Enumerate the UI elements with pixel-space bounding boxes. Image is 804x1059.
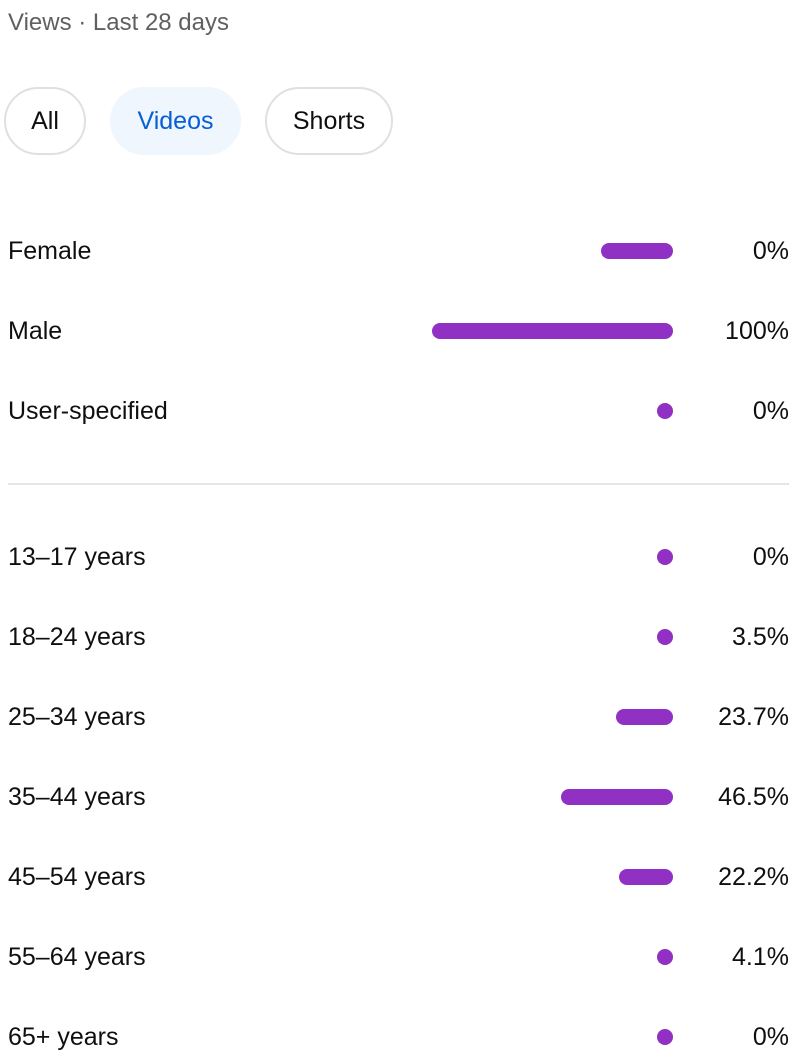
age-bar xyxy=(657,549,673,565)
age-bar xyxy=(657,629,673,645)
age-bar xyxy=(619,869,673,885)
gender-bar xyxy=(601,243,673,259)
age-label: 18–24 years xyxy=(8,623,146,651)
age-label: 55–64 years xyxy=(8,943,146,971)
age-row: 65+ years 0% xyxy=(0,1017,804,1057)
gender-row: Female 0% xyxy=(0,231,804,271)
age-bar xyxy=(616,709,673,725)
gender-percent: 100% xyxy=(725,317,789,345)
gender-bar xyxy=(432,323,673,339)
age-percent: 23.7% xyxy=(718,703,789,731)
age-percent: 4.1% xyxy=(732,943,789,971)
age-row: 18–24 years 3.5% xyxy=(0,617,804,657)
age-label: 65+ years xyxy=(8,1023,119,1051)
age-row: 13–17 years 0% xyxy=(0,537,804,577)
age-label: 25–34 years xyxy=(8,703,146,731)
gender-row: Male 100% xyxy=(0,311,804,351)
age-percent: 0% xyxy=(752,1023,789,1051)
age-percent: 3.5% xyxy=(732,623,789,651)
age-label: 35–44 years xyxy=(8,783,146,811)
age-label: 45–54 years xyxy=(8,863,146,891)
age-row: 55–64 years 4.1% xyxy=(0,937,804,977)
age-percent: 46.5% xyxy=(718,783,789,811)
gender-percent: 0% xyxy=(752,397,789,425)
gender-bar xyxy=(657,403,673,419)
age-bar xyxy=(657,949,673,965)
age-row: 45–54 years 22.2% xyxy=(0,857,804,897)
gender-label: Male xyxy=(8,317,63,345)
age-bar xyxy=(561,789,673,805)
gender-row: User-specified 0% xyxy=(0,391,804,431)
tab-videos[interactable]: Videos xyxy=(110,87,241,155)
age-row: 25–34 years 23.7% xyxy=(0,697,804,737)
gender-label: User-specified xyxy=(8,397,168,425)
gender-percent: 0% xyxy=(752,237,789,265)
age-label: 13–17 years xyxy=(8,543,146,571)
page-title: Views · Last 28 days xyxy=(8,9,230,36)
tab-all[interactable]: All xyxy=(4,87,86,155)
age-row: 35–44 years 46.5% xyxy=(0,777,804,817)
gender-label: Female xyxy=(8,237,92,265)
section-divider xyxy=(8,483,789,485)
age-percent: 0% xyxy=(752,543,789,571)
tab-shorts[interactable]: Shorts xyxy=(265,87,393,155)
age-bar xyxy=(657,1029,673,1045)
age-percent: 22.2% xyxy=(718,863,789,891)
